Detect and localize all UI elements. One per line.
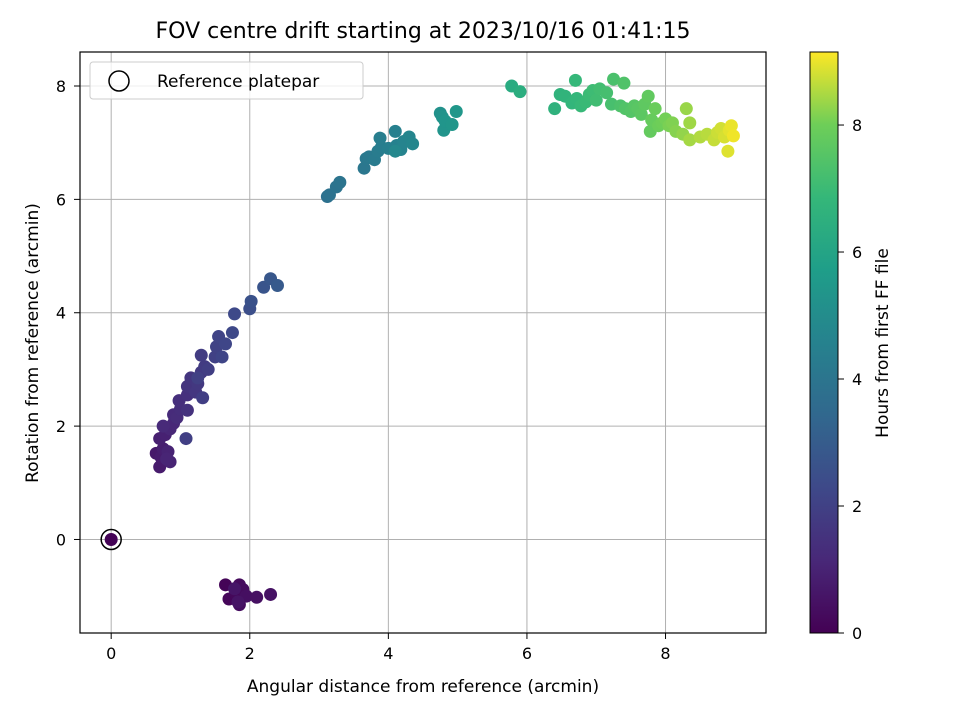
data-point xyxy=(600,86,614,100)
x-tick-label: 2 xyxy=(245,644,255,663)
legend-entry-reference: Reference platepar xyxy=(157,72,319,92)
colorbar-tick-label: 2 xyxy=(852,497,862,516)
x-axis-label: Angular distance from reference (arcmin) xyxy=(247,677,599,697)
data-point xyxy=(648,102,662,116)
data-point xyxy=(679,102,693,116)
data-point xyxy=(445,118,459,132)
data-point xyxy=(617,76,631,90)
legend-box xyxy=(89,61,364,100)
data-point xyxy=(228,582,242,596)
y-tick-label: 0 xyxy=(56,530,66,549)
data-point xyxy=(721,144,735,158)
reference-marker xyxy=(100,528,122,551)
data-point xyxy=(228,307,242,321)
legend: Reference platepar xyxy=(89,61,364,100)
y-tick-label: 8 xyxy=(56,77,66,96)
data-point xyxy=(104,532,118,546)
data-point xyxy=(568,73,582,87)
data-point xyxy=(244,294,258,308)
legend-reference-marker xyxy=(108,70,130,92)
x-tick-label: 4 xyxy=(383,644,393,663)
y-tick-label: 6 xyxy=(56,190,66,209)
y-axis-ticks: 0 2 4 6 8 xyxy=(56,77,80,549)
colorbar-label: Hours from first FF file xyxy=(873,248,893,438)
plot-frame xyxy=(79,51,767,634)
data-point xyxy=(683,133,697,147)
data-point xyxy=(388,124,402,138)
data-point xyxy=(724,119,738,133)
data-point xyxy=(607,72,621,86)
colorbar: 0 2 4 6 8 Hours from first FF file xyxy=(809,51,893,643)
data-point xyxy=(179,432,193,446)
y-axis-label: Rotation from reference (arcmin) xyxy=(23,203,43,483)
y-tick-label: 2 xyxy=(56,417,66,436)
data-point xyxy=(548,102,562,116)
data-point xyxy=(406,137,420,151)
chart-title: FOV centre drift starting at 2023/10/16 … xyxy=(156,19,691,44)
data-point xyxy=(589,93,603,107)
colorbar-tick-label: 4 xyxy=(852,370,862,389)
data-point xyxy=(270,279,284,293)
data-point xyxy=(194,348,208,362)
data-point xyxy=(683,116,697,130)
data-point xyxy=(225,326,239,340)
data-point xyxy=(388,144,402,158)
data-point xyxy=(156,419,170,433)
data-point xyxy=(201,362,215,376)
data-point xyxy=(726,129,740,143)
data-point xyxy=(219,337,233,351)
data-point xyxy=(634,107,648,121)
data-point xyxy=(215,350,229,364)
data-point xyxy=(264,587,278,601)
colorbar-gradient xyxy=(809,51,839,634)
y-tick-label: 4 xyxy=(56,304,66,323)
x-tick-label: 0 xyxy=(106,644,116,663)
data-point xyxy=(513,85,527,99)
grid-lines xyxy=(80,52,766,633)
data-point xyxy=(333,175,347,189)
data-points xyxy=(104,72,740,612)
data-point xyxy=(250,590,264,604)
data-point xyxy=(641,89,655,103)
data-point xyxy=(231,595,245,609)
data-point xyxy=(180,403,194,417)
colorbar-tick-label: 8 xyxy=(852,116,862,135)
data-point xyxy=(160,452,174,466)
reference-platepar-marker xyxy=(100,528,122,551)
x-tick-label: 6 xyxy=(522,644,532,663)
colorbar-tick-label: 0 xyxy=(852,624,862,643)
data-point xyxy=(449,105,463,119)
data-point xyxy=(373,131,387,145)
colorbar-ticks: 0 2 4 6 8 xyxy=(838,116,862,643)
x-tick-label: 8 xyxy=(660,644,670,663)
data-point xyxy=(191,371,205,385)
data-point xyxy=(196,391,210,405)
colorbar-tick-label: 6 xyxy=(852,243,862,262)
x-axis-ticks: 0 2 4 6 8 xyxy=(106,633,671,663)
